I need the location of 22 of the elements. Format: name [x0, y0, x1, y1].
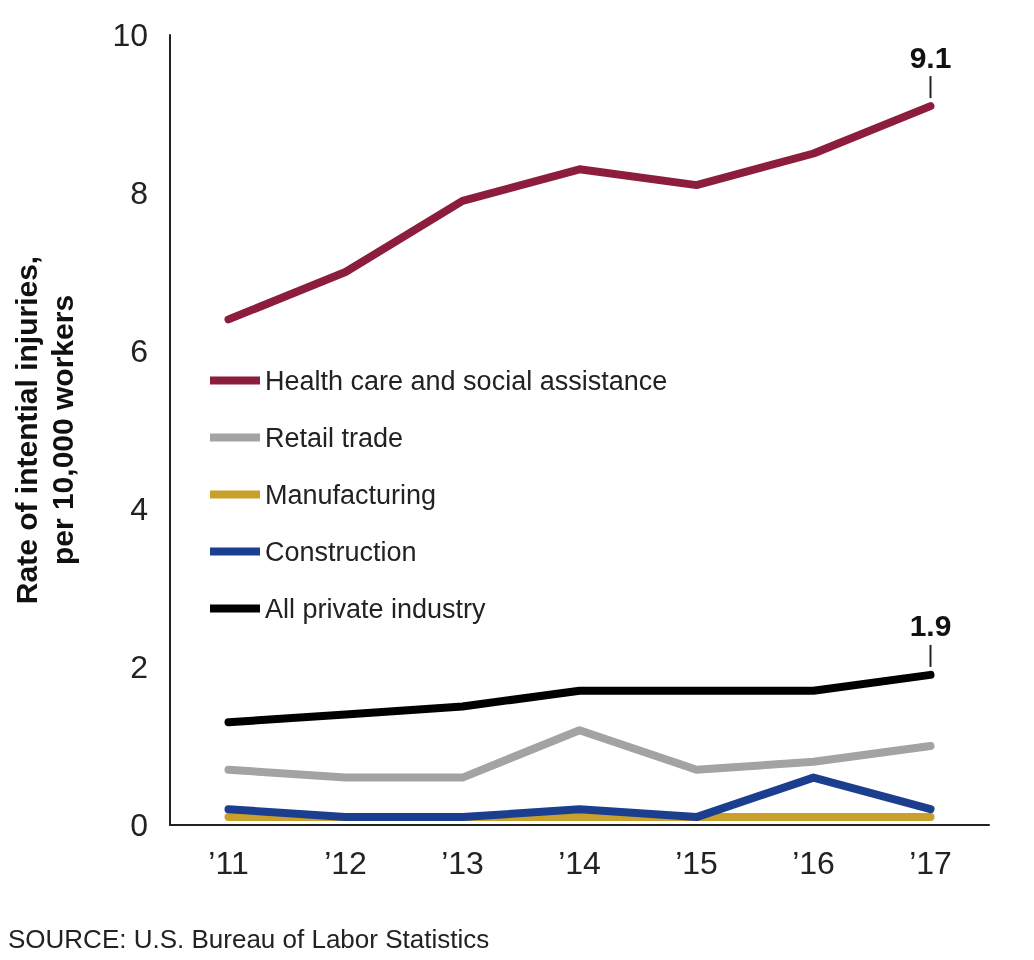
- y-tick-label: 0: [130, 807, 148, 843]
- legend-label: Health care and social assistance: [265, 365, 668, 396]
- legend-label: Retail trade: [265, 422, 404, 453]
- legend-label: Construction: [265, 536, 417, 567]
- y-tick-label: 6: [130, 333, 148, 369]
- y-tick-label: 10: [112, 17, 148, 53]
- x-tick-label: ’16: [792, 845, 835, 881]
- legend-label: Manufacturing: [265, 479, 437, 510]
- annotation: 1.9: [909, 609, 952, 643]
- x-tick-label: ’13: [441, 845, 484, 881]
- y-axis-title: Rate of intential injuries, per 10,000 workers: [9, 255, 79, 605]
- y-tick-label: 8: [130, 175, 148, 211]
- source-note: SOURCE: U.S. Bureau of Labor Statistics: [8, 924, 490, 954]
- x-tick-label: ’11: [208, 845, 249, 881]
- x-tick-label: ’14: [558, 845, 601, 881]
- x-tick-label: ’15: [675, 845, 718, 881]
- annotation: 9.1: [909, 40, 952, 74]
- legend-label: All private industry: [265, 593, 487, 624]
- x-tick-label: ’12: [324, 845, 367, 881]
- y-tick-label: 4: [130, 491, 148, 527]
- y-tick-label: 2: [130, 649, 148, 685]
- x-tick-label: ’17: [909, 845, 952, 881]
